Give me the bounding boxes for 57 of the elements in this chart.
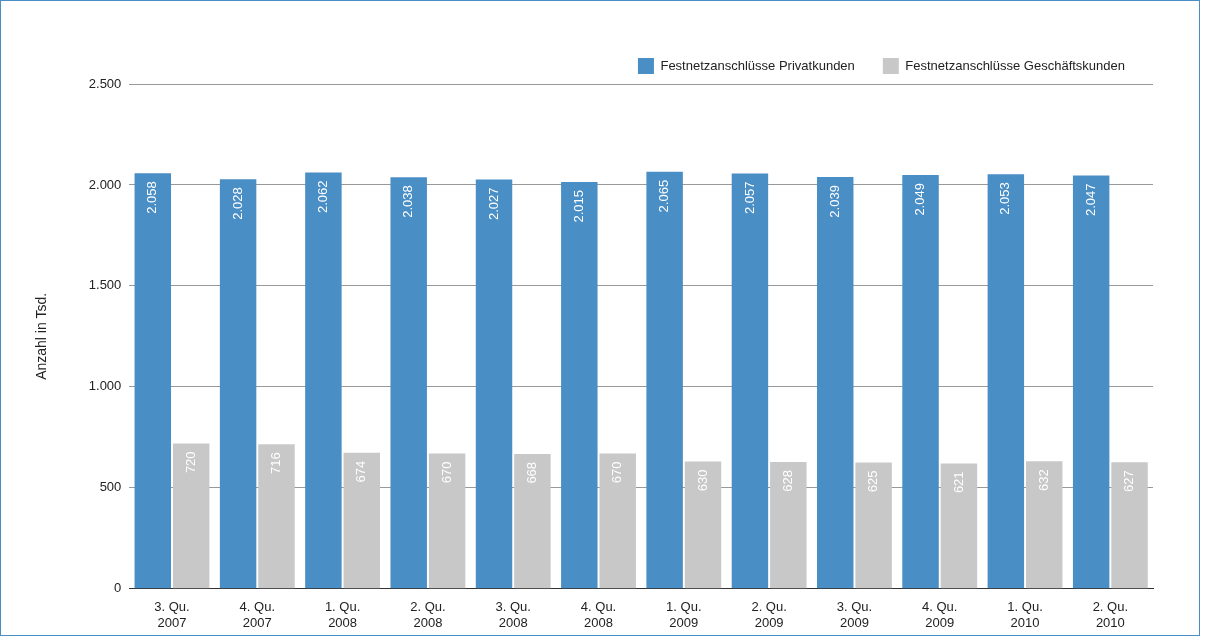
bar bbox=[1026, 461, 1063, 589]
y-tick-label: 2.000 bbox=[88, 176, 122, 192]
data-label: 2.053 bbox=[997, 182, 1013, 215]
bar bbox=[428, 453, 466, 589]
x-tick-label: 2. Qu. 2008 bbox=[410, 599, 446, 630]
y-tick-label: 500 bbox=[99, 479, 122, 495]
bar bbox=[1072, 175, 1110, 589]
bar bbox=[514, 453, 551, 589]
x-tick-label: 2. Qu. 2010 bbox=[1092, 599, 1129, 630]
x-tick-label: 1. Qu. 2009 bbox=[666, 599, 702, 630]
x-tick-label: 4. Qu. 2008 bbox=[580, 599, 617, 630]
bar bbox=[731, 173, 769, 589]
data-label: 2.049 bbox=[912, 183, 928, 216]
y-tick-label: 0 bbox=[114, 580, 122, 596]
bar bbox=[343, 452, 381, 589]
bar bbox=[646, 171, 683, 589]
x-tick-label: 1. Qu. 2010 bbox=[1007, 599, 1043, 630]
x-tick-label: 3. Qu. 2009 bbox=[836, 599, 873, 630]
bar bbox=[134, 173, 172, 589]
bar bbox=[561, 181, 598, 589]
bar bbox=[902, 175, 939, 589]
data-label: 2.028 bbox=[229, 187, 245, 220]
y-tick-label: 1.500 bbox=[88, 277, 122, 293]
bar bbox=[599, 453, 636, 589]
bar bbox=[172, 443, 210, 589]
x-tick-label: 2. Qu. 2009 bbox=[751, 599, 787, 630]
data-label: 2.027 bbox=[485, 187, 501, 221]
x-tick-label: 1. Qu. 2008 bbox=[324, 599, 361, 630]
x-tick-label: 3. Qu. 2008 bbox=[495, 599, 531, 630]
bar bbox=[258, 444, 295, 589]
data-label: 2.057 bbox=[741, 181, 757, 214]
legend-label: Festnetzanschlüsse Privatkunden bbox=[660, 57, 855, 73]
x-tick-label: 4. Qu. 2009 bbox=[922, 599, 958, 630]
data-label: 2.065 bbox=[656, 179, 672, 213]
y-tick-label: 2.500 bbox=[88, 75, 122, 91]
x-tick-label: 4. Qu. 2007 bbox=[239, 599, 275, 630]
data-label: 2.015 bbox=[570, 189, 586, 223]
legend-label: Festnetzanschlüsse Geschäftskunden bbox=[905, 57, 1126, 73]
data-label: 2.062 bbox=[314, 180, 330, 213]
data-label: 2.047 bbox=[1082, 183, 1098, 217]
bar bbox=[219, 179, 257, 589]
y-tick-label: 1.000 bbox=[88, 378, 122, 394]
bar bbox=[817, 177, 854, 589]
bar bbox=[940, 463, 978, 589]
data-label: 2.039 bbox=[826, 185, 842, 218]
y-axis-title: Anzahl in Tsd. bbox=[33, 292, 50, 380]
x-tick-label: 3. Qu. 2007 bbox=[154, 599, 190, 630]
data-label: 2.058 bbox=[144, 181, 160, 214]
bar bbox=[684, 461, 722, 589]
bar bbox=[987, 174, 1025, 589]
bar bbox=[475, 179, 513, 589]
data-label: 2.038 bbox=[400, 185, 416, 218]
bar bbox=[770, 461, 807, 589]
bar bbox=[305, 172, 342, 589]
bar bbox=[390, 177, 427, 589]
bar bbox=[855, 462, 892, 589]
bar bbox=[1111, 462, 1148, 589]
